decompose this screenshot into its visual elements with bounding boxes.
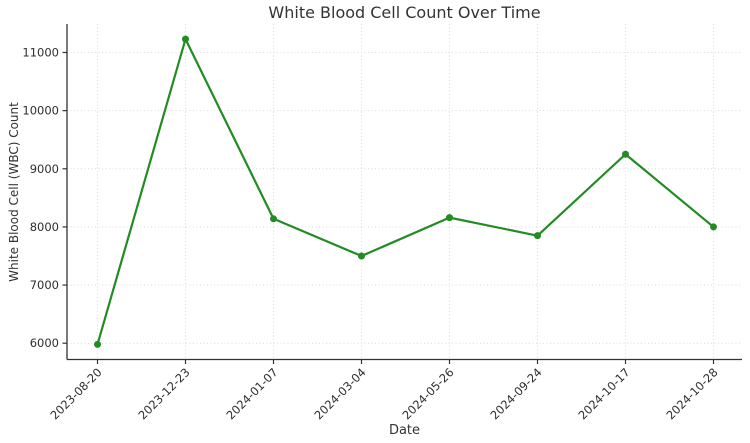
gridlines [67, 24, 742, 360]
x-tick-label: 2024-09-24 [487, 365, 544, 422]
y-tick-label: 11000 [22, 45, 59, 59]
data-point [182, 35, 189, 43]
wbc-line-series [96, 38, 715, 346]
chart-title: White Blood Cell Count Over Time [268, 3, 541, 22]
data-point [534, 232, 541, 240]
x-tick-label: 2024-10-28 [663, 365, 720, 422]
data-point [270, 215, 277, 223]
y-tick-labels: 6000 7000 8000 9000 10000 11000 [22, 45, 67, 350]
data-point [446, 214, 453, 222]
data-point [94, 340, 101, 348]
y-tick-label: 6000 [30, 336, 59, 350]
y-tick-label: 8000 [30, 220, 59, 234]
wbc-line [96, 38, 715, 346]
x-tick-label: 2024-01-07 [223, 365, 280, 422]
x-tick-label: 2023-12-23 [135, 365, 192, 422]
data-point-markers [94, 35, 717, 348]
x-tick-label: 2024-03-04 [311, 365, 368, 422]
y-tick-label: 7000 [30, 278, 59, 292]
data-point [710, 223, 717, 231]
axes-spines [66, 24, 742, 361]
x-axis-label: Date [388, 423, 421, 438]
y-tick-label: 10000 [22, 104, 59, 118]
data-point [622, 150, 629, 158]
data-point [358, 252, 365, 260]
x-tick-labels: 2023-08-20 2023-12-23 2024-01-07 2024-03-04… [47, 359, 721, 422]
x-tick-label: 2024-10-17 [575, 365, 632, 422]
y-tick-label: 9000 [30, 162, 59, 176]
x-tick-label: 2023-08-20 [47, 365, 104, 422]
x-tick-label: 2024-05-26 [399, 365, 456, 422]
